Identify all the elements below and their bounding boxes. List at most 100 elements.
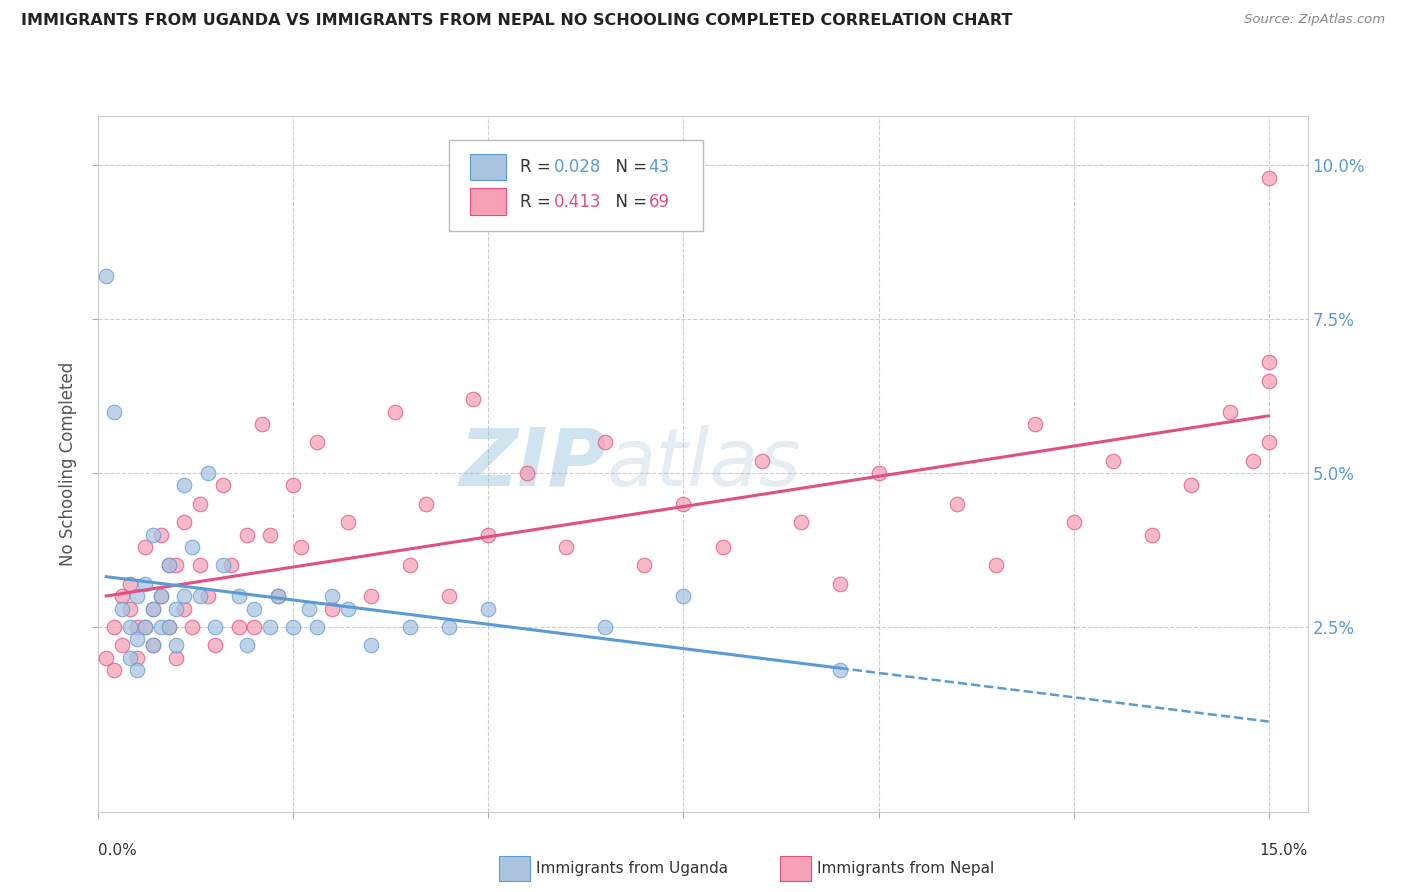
- Point: [789, 516, 811, 530]
- Text: 15.0%: 15.0%: [1260, 843, 1308, 858]
- Text: 0.413: 0.413: [554, 193, 602, 211]
- Point: [134, 620, 156, 634]
- Point: [477, 527, 499, 541]
- Text: N =: N =: [605, 158, 652, 176]
- Point: [259, 527, 281, 541]
- Point: [235, 639, 257, 653]
- Point: [173, 516, 195, 530]
- Point: [212, 558, 235, 573]
- Text: R =: R =: [520, 193, 557, 211]
- Point: [267, 589, 290, 603]
- Text: Source: ZipAtlas.com: Source: ZipAtlas.com: [1244, 13, 1385, 27]
- Point: [243, 620, 266, 634]
- Point: [516, 466, 538, 480]
- Point: [134, 577, 156, 591]
- Point: [672, 589, 695, 603]
- Point: [868, 466, 890, 480]
- Point: [165, 650, 187, 665]
- Point: [111, 601, 134, 615]
- Text: N =: N =: [605, 193, 652, 211]
- Point: [1257, 374, 1279, 388]
- Text: IMMIGRANTS FROM UGANDA VS IMMIGRANTS FROM NEPAL NO SCHOOLING COMPLETED CORRELATI: IMMIGRANTS FROM UGANDA VS IMMIGRANTS FRO…: [21, 13, 1012, 29]
- Point: [118, 601, 141, 615]
- Text: Immigrants from Nepal: Immigrants from Nepal: [817, 862, 994, 876]
- Point: [360, 589, 382, 603]
- Point: [204, 620, 226, 634]
- Point: [298, 601, 321, 615]
- Point: [1257, 435, 1279, 450]
- Point: [165, 639, 187, 653]
- Point: [477, 601, 499, 615]
- Point: [219, 558, 242, 573]
- Point: [142, 639, 165, 653]
- Point: [252, 417, 274, 431]
- Text: Immigrants from Uganda: Immigrants from Uganda: [536, 862, 728, 876]
- Point: [118, 620, 141, 634]
- Point: [134, 620, 156, 634]
- Text: ZIP: ZIP: [458, 425, 606, 503]
- Point: [1101, 454, 1123, 468]
- Y-axis label: No Schooling Completed: No Schooling Completed: [59, 362, 77, 566]
- Point: [127, 650, 149, 665]
- Point: [173, 478, 195, 492]
- Point: [111, 589, 134, 603]
- Point: [1140, 527, 1163, 541]
- Point: [751, 454, 773, 468]
- Point: [1180, 478, 1202, 492]
- Point: [360, 639, 382, 653]
- Point: [321, 589, 343, 603]
- Point: [399, 620, 422, 634]
- Point: [945, 497, 967, 511]
- Point: [149, 589, 172, 603]
- Point: [633, 558, 655, 573]
- Point: [157, 620, 180, 634]
- Point: [439, 620, 461, 634]
- Point: [337, 516, 360, 530]
- Point: [142, 601, 165, 615]
- Point: [127, 620, 149, 634]
- Point: [595, 435, 617, 450]
- Point: [595, 620, 617, 634]
- Point: [197, 466, 219, 480]
- Point: [103, 404, 125, 418]
- Point: [305, 435, 328, 450]
- Point: [290, 540, 312, 554]
- Point: [672, 497, 695, 511]
- Point: [134, 540, 156, 554]
- Point: [235, 527, 257, 541]
- Point: [188, 558, 211, 573]
- Point: [1063, 516, 1085, 530]
- Point: [321, 601, 343, 615]
- Point: [267, 589, 290, 603]
- Point: [259, 620, 281, 634]
- Point: [283, 620, 305, 634]
- Point: [111, 639, 134, 653]
- Point: [1024, 417, 1046, 431]
- Text: 0.0%: 0.0%: [98, 843, 138, 858]
- Point: [1241, 454, 1264, 468]
- Point: [228, 589, 250, 603]
- Point: [461, 392, 484, 407]
- FancyBboxPatch shape: [470, 188, 506, 215]
- Text: R =: R =: [520, 158, 557, 176]
- Point: [142, 527, 165, 541]
- Point: [384, 404, 406, 418]
- Text: atlas: atlas: [606, 425, 801, 503]
- Point: [173, 589, 195, 603]
- Point: [142, 601, 165, 615]
- Point: [103, 620, 125, 634]
- Point: [828, 577, 851, 591]
- Point: [243, 601, 266, 615]
- Text: 43: 43: [648, 158, 669, 176]
- Point: [149, 527, 172, 541]
- Point: [127, 632, 149, 647]
- Point: [118, 577, 141, 591]
- Text: 69: 69: [648, 193, 669, 211]
- Point: [204, 639, 226, 653]
- Point: [181, 620, 204, 634]
- Point: [228, 620, 250, 634]
- Point: [1257, 355, 1279, 369]
- Point: [212, 478, 235, 492]
- Point: [96, 268, 118, 283]
- Point: [399, 558, 422, 573]
